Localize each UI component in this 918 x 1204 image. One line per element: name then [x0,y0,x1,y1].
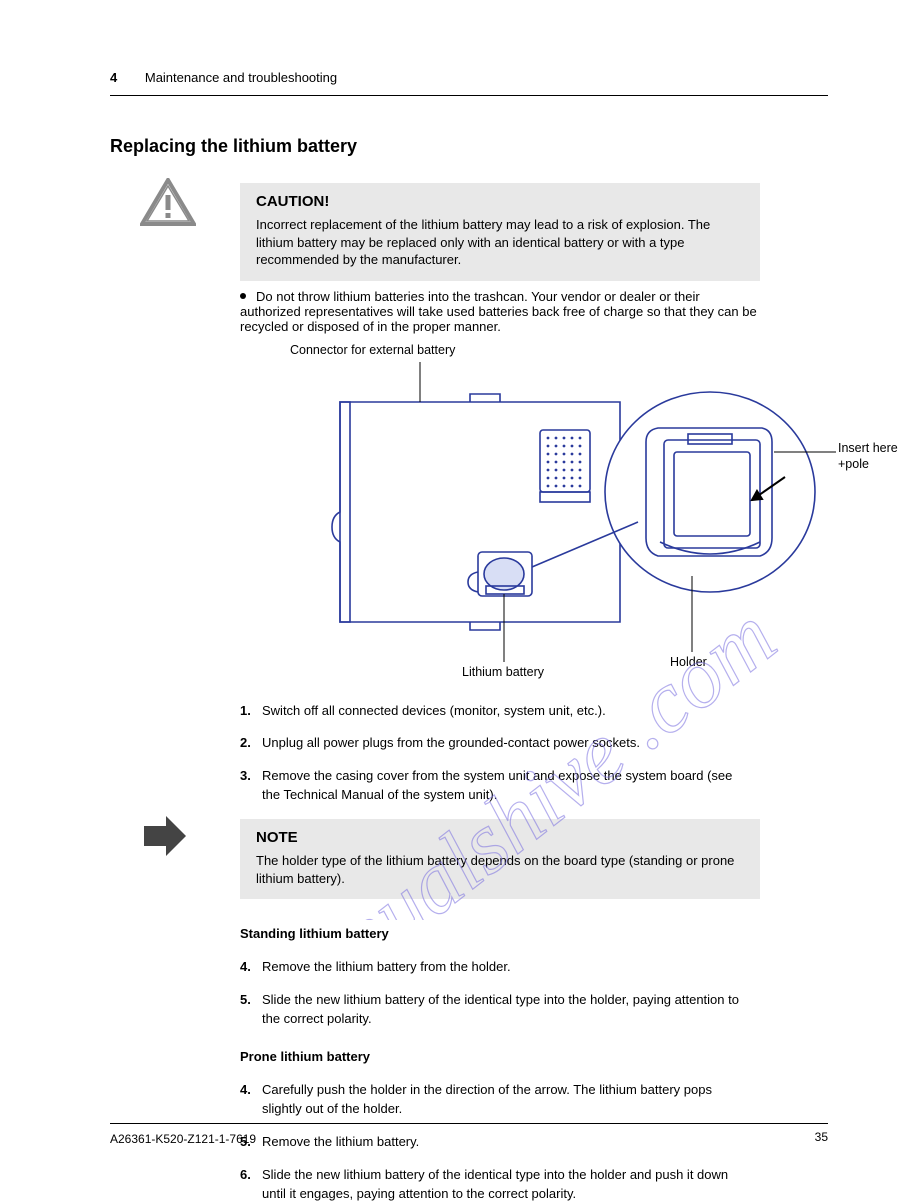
disposal-note: Do not throw lithium batteries into the … [240,289,760,334]
standing-step-4: 4.Remove the lithium battery from the ho… [240,958,760,977]
arrow-right-icon [140,812,188,860]
prone-step-4: 4.Carefully push the holder in the direc… [240,1081,760,1119]
note-body: The holder type of the lithium battery d… [256,852,744,887]
footer-left: A26361-K520-Z121-1-7619 [110,1132,256,1146]
label-battery: Lithium battery [462,664,544,680]
header-rule [110,95,828,96]
label-connector: Connector for external battery [290,342,455,358]
caution-heading: CAUTION! [256,193,744,210]
step-3: 3.Remove the casing cover from the syste… [240,767,760,805]
step-2: 2.Unplug all power plugs from the ground… [240,734,760,753]
caution-icon [140,178,196,226]
page-footer: A26361-K520-Z121-1-7619 35 [110,1123,828,1148]
section-title: Replacing the lithium battery [110,136,828,157]
label-holder: Holder [670,654,707,670]
standing-title: Standing lithium battery [240,925,760,944]
footer-right: 35 [815,1130,828,1144]
caution-body: Incorrect replacement of the lithium bat… [256,216,744,269]
chapter-title: Maintenance and troubleshooting [145,70,337,85]
prone-step-6: 6.Slide the new lithium battery of the i… [240,1166,760,1204]
step-1: 1.Switch off all connected devices (moni… [240,702,760,721]
standing-step-5: 5.Slide the new lithium battery of the i… [240,991,760,1029]
prone-title: Prone lithium battery [240,1048,760,1067]
caution-box: CAUTION! Incorrect replacement of the li… [240,183,760,281]
note-box: NOTE The holder type of the lithium batt… [240,819,760,899]
battery-diagram: Connector for external battery Insert he… [240,342,860,702]
label-insert: Insert here+pole [838,440,898,473]
note-heading: NOTE [256,829,744,846]
bullet-icon [240,293,246,299]
chapter-number: 4 [110,70,117,85]
bullet-text: Do not throw lithium batteries into the … [240,289,757,334]
